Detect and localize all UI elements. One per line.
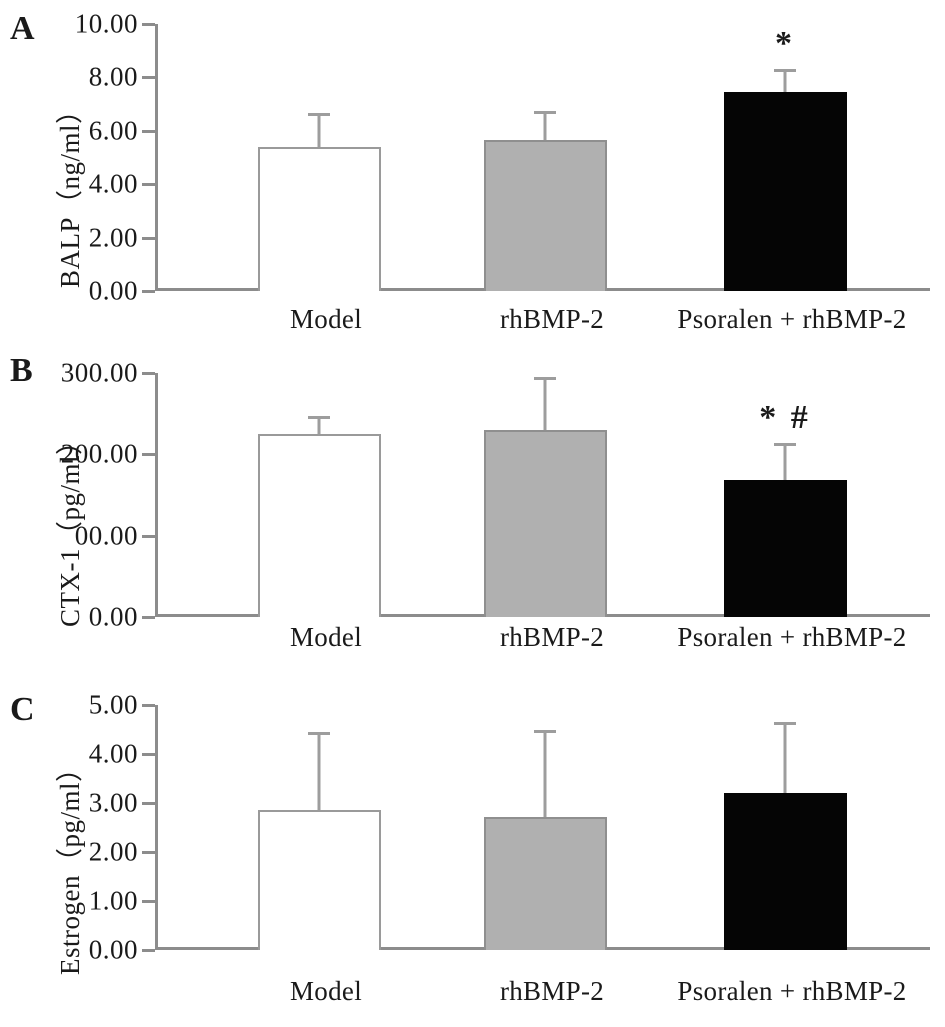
error-bar-line-b-2 bbox=[783, 442, 787, 481]
error-bar-line-a-2 bbox=[783, 69, 787, 93]
y-tick-a-1 bbox=[142, 236, 155, 240]
panel-c-ylabel: Estrogen（pg/ml） bbox=[55, 754, 85, 975]
panel-b: B CTX-1（pg/ml） 0.00 00.00 200.00 300.00 * # … bbox=[0, 345, 945, 685]
y-tick-c-0 bbox=[142, 949, 155, 952]
y-tick-label-c-1: 1.00 bbox=[88, 885, 138, 916]
x-tick-label-b-1: rhBMP-2 bbox=[499, 622, 605, 652]
bar-c-1 bbox=[483, 816, 607, 950]
error-bar-line-c-0 bbox=[317, 731, 321, 811]
error-bar-cap-a-1 bbox=[534, 111, 556, 115]
bar-a-0 bbox=[257, 146, 381, 291]
y-tick-a-4 bbox=[142, 76, 155, 80]
y-tick-label-a-2: 4.00 bbox=[88, 168, 138, 199]
y-tick-b-0 bbox=[142, 616, 155, 619]
panel-a-plot: 0.00 2.00 4.00 6.00 8.00 10.00 * bbox=[75, 9, 930, 306]
error-bar-cap-a-0 bbox=[308, 113, 330, 117]
y-tick-c-3 bbox=[142, 802, 155, 805]
error-bar-cap-b-0 bbox=[308, 416, 330, 420]
y-tick-c-4 bbox=[142, 753, 155, 756]
error-bar-line-b-1 bbox=[543, 377, 547, 430]
panel-a-letter: A bbox=[10, 10, 35, 47]
error-bar-cap-c-0 bbox=[308, 731, 330, 735]
y-tick-c-2 bbox=[142, 851, 155, 854]
bar-b-1 bbox=[483, 429, 607, 617]
significance-mark-a-2: * bbox=[775, 25, 795, 63]
bar-b-0 bbox=[257, 434, 381, 617]
y-tick-label-a-5: 10.00 bbox=[74, 8, 138, 39]
bar-b-2 bbox=[723, 480, 847, 617]
x-tick-label-a-0: Model bbox=[290, 304, 362, 334]
y-tick-label-c-3: 3.00 bbox=[88, 787, 138, 818]
y-tick-b-1 bbox=[142, 534, 155, 538]
error-bar-line-a-1 bbox=[543, 111, 547, 140]
significance-mark-b-2: * # bbox=[759, 398, 811, 436]
y-tick-c-5 bbox=[142, 704, 155, 707]
error-bar-line-c-1 bbox=[543, 729, 547, 817]
y-tick-label-a-1: 2.00 bbox=[88, 222, 138, 253]
error-bar-cap-b-2 bbox=[774, 442, 796, 446]
y-tick-a-2 bbox=[142, 183, 155, 187]
y-tick-label-b-3: 300.00 bbox=[60, 357, 138, 388]
y-tick-label-c-4: 4.00 bbox=[88, 738, 138, 769]
panel-a: A BALP（ng/ml） 0.00 2.00 4.00 6.00 8.00 10.00 *… bbox=[0, 0, 945, 345]
y-tick-b-2 bbox=[142, 453, 155, 457]
error-bar-cap-c-2 bbox=[774, 722, 796, 726]
y-tick-c-1 bbox=[142, 900, 155, 903]
y-tick-label-c-0: 0.00 bbox=[88, 934, 138, 965]
x-tick-label-a-1: rhBMP-2 bbox=[499, 304, 605, 334]
panel-a-ylabel: BALP（ng/ml） bbox=[55, 96, 85, 288]
panel-b-plot: 0.00 00.00 200.00 300.00 * # bbox=[61, 358, 930, 632]
error-bar-line-b-0 bbox=[317, 416, 321, 434]
y-tick-label-c-2: 2.00 bbox=[88, 836, 138, 867]
x-tick-label-a-2: Psoralen + rhBMP-2 bbox=[677, 304, 907, 334]
y-axis-line-b bbox=[155, 373, 158, 617]
error-bar-line-a-0 bbox=[317, 113, 321, 147]
y-tick-label-b-0: 0.00 bbox=[88, 601, 138, 632]
bar-c-2 bbox=[723, 793, 847, 950]
bar-a-2 bbox=[723, 92, 847, 291]
bar-c-0 bbox=[257, 810, 381, 950]
panel-c: C Estrogen（pg/ml） 0.00 1.00 2.00 3.00 4.00 5.… bbox=[0, 685, 945, 1027]
x-tick-label-b-2: Psoralen + rhBMP-2 bbox=[677, 622, 907, 652]
y-tick-a-3 bbox=[142, 129, 155, 133]
error-bar-line-c-2 bbox=[783, 722, 787, 794]
y-tick-label-a-4: 8.00 bbox=[88, 61, 138, 92]
panel-c-letter: C bbox=[10, 691, 35, 728]
y-axis-line-a bbox=[155, 24, 158, 291]
x-tick-label-c-1: rhBMP-2 bbox=[499, 976, 605, 1006]
y-tick-a-0 bbox=[142, 290, 155, 293]
x-tick-label-b-0: Model bbox=[290, 622, 362, 652]
error-bar-cap-a-2 bbox=[774, 69, 796, 73]
y-tick-label-a-0: 0.00 bbox=[88, 275, 138, 306]
y-tick-label-b-2: 200.00 bbox=[60, 438, 138, 469]
error-bar-cap-b-1 bbox=[534, 377, 556, 381]
y-tick-label-c-5: 5.00 bbox=[88, 689, 138, 720]
x-tick-label-c-2: Psoralen + rhBMP-2 bbox=[677, 976, 907, 1006]
y-tick-label-a-3: 6.00 bbox=[88, 115, 138, 146]
bar-a-1 bbox=[483, 139, 607, 291]
y-axis-line-c bbox=[155, 705, 158, 950]
panel-c-plot: 0.00 1.00 2.00 3.00 4.00 5.00 bbox=[89, 690, 930, 965]
y-tick-b-3 bbox=[142, 372, 155, 375]
x-tick-label-c-0: Model bbox=[290, 976, 362, 1006]
panel-b-letter: B bbox=[10, 352, 33, 389]
y-tick-a-5 bbox=[142, 23, 155, 26]
error-bar-cap-c-1 bbox=[534, 729, 556, 733]
y-tick-label-b-1: 00.00 bbox=[74, 520, 138, 551]
